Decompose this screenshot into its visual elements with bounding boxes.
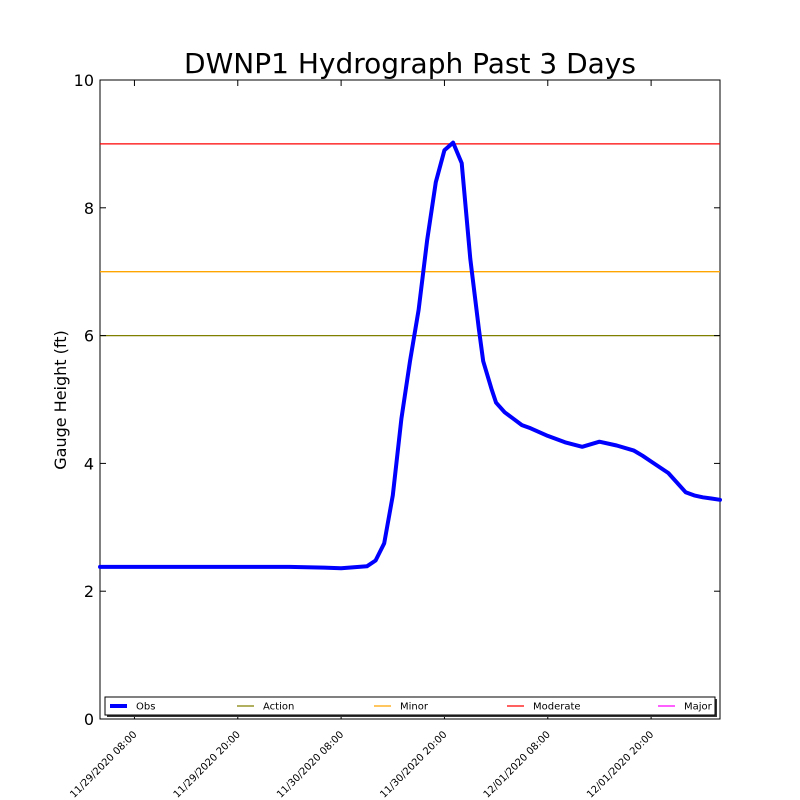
y-ticks: 0 2 4 6 8 10 [74,71,720,729]
plot-frame [99,79,721,720]
x-tick-label: 11/29/2020 08:00 [68,729,139,800]
legend: Obs Action Minor Moderate Major [104,696,717,717]
legend-label-minor: Minor [400,702,429,713]
y-tick-label: 0 [84,710,94,729]
legend-label-major: Major [684,702,713,713]
y-tick-label: 4 [84,454,94,473]
y-tick-label: 6 [84,327,94,346]
legend-label-moderate: Moderate [533,702,581,713]
threshold-lines [100,143,720,337]
x-tick-label: 11/30/2020 08:00 [275,729,346,800]
series-layer [98,140,722,571]
x-tick-label: 11/29/2020 20:00 [172,729,243,800]
x-tick-label: 11/30/2020 20:00 [378,729,449,800]
chart-title: DWNP1 Hydrograph Past 3 Days [184,47,636,80]
y-tick-label: 2 [84,582,94,601]
y-tick-label: 8 [84,199,94,218]
series-line-obs [98,140,722,571]
legend-label-action: Action [263,702,294,713]
y-tick-label: 10 [74,71,94,90]
x-tick-label: 12/01/2020 08:00 [482,729,553,800]
legend-box [104,696,716,716]
y-axis-label: Gauge Height (ft) [51,330,70,470]
x-tick-label: 12/01/2020 20:00 [585,729,656,800]
x-ticks: 11/29/2020 08:00 11/29/2020 20:00 11/30/20… [68,80,656,800]
legend-label-obs: Obs [136,702,155,713]
